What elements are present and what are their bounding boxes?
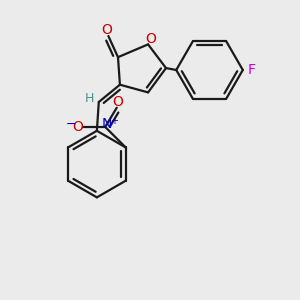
Text: N: N [101,117,112,131]
Text: O: O [145,32,156,46]
Text: O: O [112,95,124,109]
Text: O: O [102,23,112,37]
Text: −: − [65,118,76,131]
Text: +: + [110,116,118,126]
Text: H: H [85,92,94,105]
Text: F: F [247,63,255,77]
Text: O: O [72,120,83,134]
